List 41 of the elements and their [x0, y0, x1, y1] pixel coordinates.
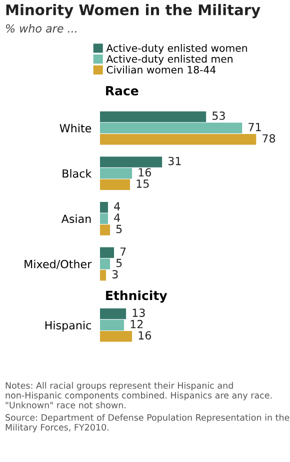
y-tick-label: Black — [62, 169, 92, 178]
chart-subtitle: % who are ... — [6, 24, 76, 33]
bar — [100, 134, 256, 145]
source-note: Source: Department of Defense Population Representation in the Military Forces, FY2010. — [6, 414, 290, 432]
data-label: 4 — [114, 202, 120, 210]
data-label: 4 — [114, 214, 120, 222]
bar — [100, 156, 162, 168]
text: Race — [106, 86, 138, 96]
data-label: 16 — [138, 168, 152, 177]
data-label: 12 — [130, 320, 143, 328]
y-tick-label: White — [60, 124, 92, 132]
data-label: 53 — [212, 112, 225, 120]
legend-label: Active-duty enlisted men — [106, 54, 232, 65]
bar — [100, 258, 110, 270]
y-tick-label: Hispanic — [45, 320, 91, 332]
bar — [100, 179, 130, 190]
y-tick-label: Asian — [61, 214, 91, 224]
data-label: 5 — [116, 258, 122, 268]
legend-label: Active-duty enlisted women — [106, 44, 247, 54]
data-label: 71 — [248, 123, 261, 132]
data-label: 15 — [136, 180, 149, 188]
data-label: 31 — [168, 156, 181, 166]
y-tick-label: Mixed/Other — [24, 260, 92, 270]
data-label: 78 — [262, 134, 276, 143]
text: Notes: All racial groups represent their Hispanic and non-Hispanic components combined. Hispanics are any race. "Unknown" race not shown. — [6, 382, 272, 408]
bar — [100, 111, 206, 122]
data-label: 3 — [112, 270, 118, 278]
data-label: 16 — [138, 331, 152, 340]
annotation: Ethnicity — [106, 290, 168, 303]
bar — [100, 202, 108, 213]
bar — [100, 122, 242, 134]
bar — [100, 168, 132, 179]
bar — [100, 270, 106, 281]
data-label: 7 — [120, 248, 126, 256]
data-label: 5 — [116, 224, 122, 234]
data-label: 13 — [132, 308, 145, 317]
chart-title: Minority Women in the Military — [6, 4, 260, 18]
bar — [100, 213, 108, 224]
bar — [100, 247, 114, 258]
bar — [100, 224, 110, 236]
legend-label: Civilian women 18-44 — [106, 66, 216, 74]
